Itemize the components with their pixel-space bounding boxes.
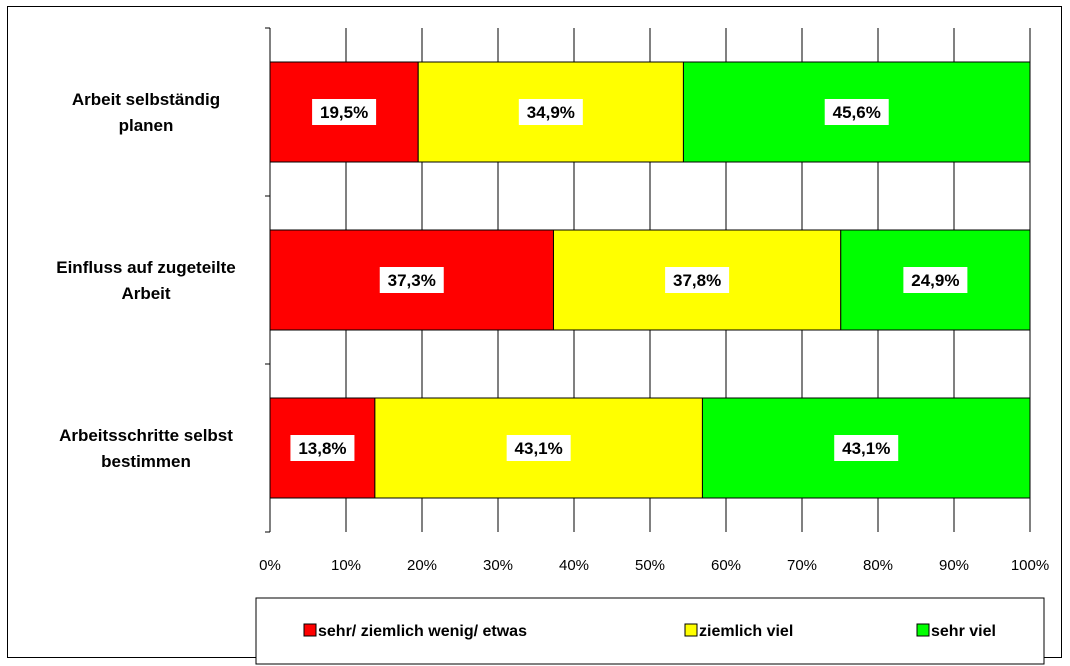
legend: sehr/ ziemlich wenig/ etwas ziemlich viel… [255, 597, 1045, 665]
legend-box [255, 597, 1045, 665]
data-label-background [518, 99, 583, 125]
x-tick-label: 0% [259, 557, 281, 574]
x-tick-label: 70% [787, 557, 817, 574]
data-labels-layer: 19,5% 34,9% 45,6% 37,3% 37,8% 24,9% 13,8% 43,1%… [290, 99, 968, 461]
category-label: Einfluss auf zugeteilte [56, 258, 235, 277]
data-label: 43,1% [515, 439, 563, 458]
x-tick-label: 80% [863, 557, 893, 574]
category-label: Arbeit [121, 284, 170, 303]
data-label: 24,9% [911, 271, 959, 290]
x-tick-label: 100% [1011, 557, 1049, 574]
x-tick-label: 50% [635, 557, 665, 574]
data-label: 34,9% [527, 103, 575, 122]
data-label: 45,6% [833, 103, 881, 122]
x-tick-label: 40% [559, 557, 589, 574]
data-label: 37,8% [673, 271, 721, 290]
data-label: 37,3% [388, 271, 436, 290]
category-label: Arbeit selbständig [72, 90, 220, 109]
data-label: 13,8% [298, 439, 346, 458]
data-label-background [506, 435, 571, 461]
data-label-background [379, 267, 444, 293]
category-label: planen [119, 116, 174, 135]
x-tick-label: 90% [939, 557, 969, 574]
x-tick-label: 10% [331, 557, 361, 574]
legend-label: sehr/ ziemlich wenig/ etwas [318, 623, 527, 640]
legend-swatch [303, 623, 317, 637]
data-label: 19,5% [320, 103, 368, 122]
data-label: 43,1% [842, 439, 890, 458]
x-tick-label: 60% [711, 557, 741, 574]
data-label-background [903, 267, 968, 293]
x-tick-label: 20% [407, 557, 437, 574]
data-label-background [834, 435, 899, 461]
category-label: bestimmen [101, 452, 191, 471]
category-label: Arbeitsschritte selbst [59, 426, 233, 445]
data-label-background [824, 99, 889, 125]
x-tick-label: 30% [483, 557, 513, 574]
legend-label: sehr viel [931, 623, 996, 640]
legend-swatch [916, 623, 930, 637]
data-label-background [312, 99, 377, 125]
legend-swatch [684, 623, 698, 637]
axis-layer: 0% 10% 20% 30% 40% 50% 60% 70% 80% 90% 100% Arbeit … [56, 27, 1049, 574]
legend-label: ziemlich viel [699, 623, 793, 640]
data-label-background [665, 267, 730, 293]
data-label-background [290, 435, 355, 461]
